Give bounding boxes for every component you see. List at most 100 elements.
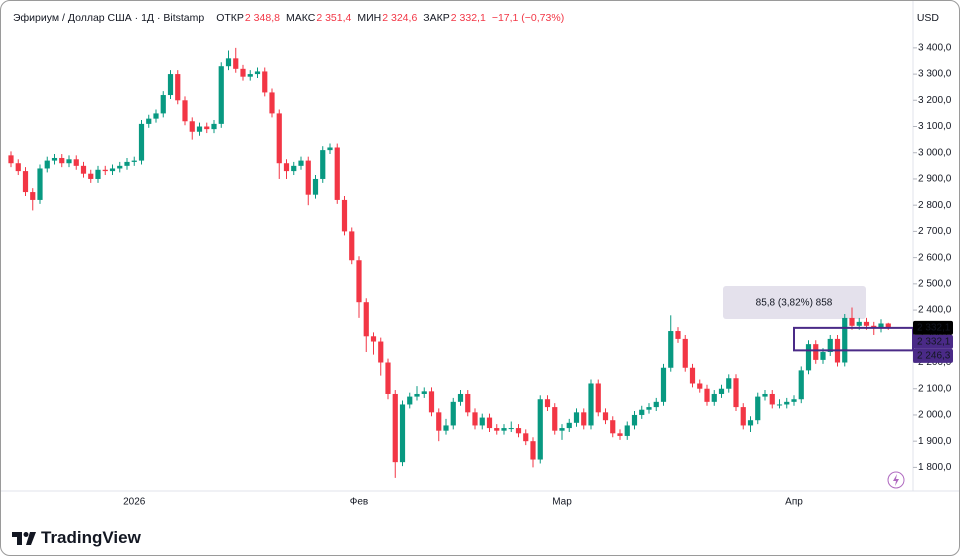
candle-body: [755, 396, 761, 421]
candle-body: [240, 68, 246, 77]
candle-body: [602, 412, 609, 421]
range-box: [793, 326, 914, 352]
ohlc-value: 2 348,8: [244, 12, 280, 24]
candle-body: [59, 157, 65, 164]
candle-body: [349, 231, 355, 261]
measure-text: 85,8 (3,82%) 858: [756, 298, 833, 309]
candle-body: [842, 317, 848, 363]
y-tick-label: 2 900,0: [918, 174, 952, 185]
candle-body: [175, 74, 181, 101]
candle-body: [66, 159, 72, 164]
symbol-title: Эфириум / Доллар США · 1Д · Bitstamp: [13, 12, 205, 24]
price-label-bg: [913, 334, 953, 349]
candle-body: [552, 407, 558, 431]
candle-body: [457, 393, 464, 402]
candle-body: [436, 412, 442, 431]
alert-icon[interactable]: [887, 471, 905, 489]
currency: USD: [916, 12, 939, 24]
candle-body: [733, 378, 739, 408]
candle-body: [885, 323, 891, 328]
candle-body: [131, 160, 137, 162]
candle-body: [878, 323, 884, 329]
y-tick-label: 1 800,0: [918, 462, 952, 473]
candle-body: [378, 341, 384, 363]
x-tick-label: Апр: [785, 497, 803, 508]
candle-body: [863, 321, 870, 326]
change: −17,1 (−0,73%): [491, 12, 565, 24]
candle-body: [617, 433, 623, 436]
candle-body: [501, 428, 507, 431]
candle-body: [581, 412, 587, 426]
candle-body: [44, 160, 50, 169]
candle-body: [399, 404, 406, 463]
candle-body: [537, 399, 543, 460]
candle-body: [465, 393, 471, 413]
candle-body: [88, 173, 94, 179]
candle-body: [544, 399, 551, 408]
candle-body: [443, 425, 449, 431]
candle-body: [225, 58, 232, 67]
candle-body: [262, 71, 268, 93]
candle-body: [682, 338, 688, 368]
price-label-bg: [913, 320, 953, 335]
candle-body: [660, 367, 667, 402]
candle-body: [479, 417, 485, 426]
candle-body: [124, 161, 130, 166]
candle-body: [204, 126, 210, 130]
x-tick-label: Мар: [552, 497, 572, 508]
candle-body: [341, 199, 348, 232]
price-label: 2 332,1: [917, 337, 951, 348]
candle-body: [146, 118, 152, 124]
candle-body: [747, 420, 754, 426]
candle-body: [711, 393, 717, 402]
candle-body: [15, 163, 21, 172]
candle-body: [196, 126, 203, 132]
candle-body: [160, 95, 166, 114]
candle-body: [849, 317, 855, 326]
ohlc-label: ЗАКР: [423, 12, 450, 24]
candle-body: [283, 163, 290, 172]
symbol-header: Эфириум / Доллар США · 1Д · Bitstamp ОТКР…: [13, 12, 570, 24]
candle-body: [610, 420, 616, 434]
candle-body: [704, 388, 710, 402]
candle-body: [356, 260, 362, 303]
candle-body: [508, 428, 514, 430]
candle-body: [646, 407, 652, 410]
candle-body: [530, 441, 536, 460]
candle-body: [559, 428, 565, 431]
candle-body: [407, 396, 413, 405]
candle-body: [494, 428, 500, 431]
x-tick-label: 2026: [123, 497, 146, 508]
y-tick-label: 3 400,0: [918, 42, 952, 53]
candle-body: [117, 165, 123, 169]
candle-body: [182, 100, 188, 122]
candle-body: [486, 417, 493, 429]
candle-body: [80, 165, 87, 174]
candle-body: [675, 331, 681, 339]
candle-body: [856, 321, 862, 326]
candle-body: [762, 393, 768, 397]
candle-body: [428, 391, 435, 413]
candle-body: [414, 393, 420, 397]
candle-body: [689, 367, 696, 384]
candle-body: [276, 113, 282, 164]
candle-body: [269, 92, 275, 114]
measure-bg: [723, 286, 866, 319]
candle-body: [51, 157, 58, 161]
candle-body: [820, 352, 826, 360]
ohlc-value: 2 324,6: [382, 12, 418, 24]
candle-body: [153, 113, 159, 119]
candle-body: [327, 147, 333, 151]
candle-body: [385, 362, 391, 394]
candle-body: [523, 433, 529, 442]
candle-body: [740, 407, 746, 426]
candle-body: [247, 74, 253, 77]
candle-body: [189, 121, 195, 132]
candle-body: [334, 147, 340, 200]
candle-body: [8, 155, 14, 164]
candle-body: [305, 160, 311, 195]
candle-body: [218, 66, 224, 124]
y-tick-label: 2 000,0: [918, 410, 952, 421]
brand: TradingView: [41, 528, 141, 547]
candle-body: [726, 378, 732, 389]
